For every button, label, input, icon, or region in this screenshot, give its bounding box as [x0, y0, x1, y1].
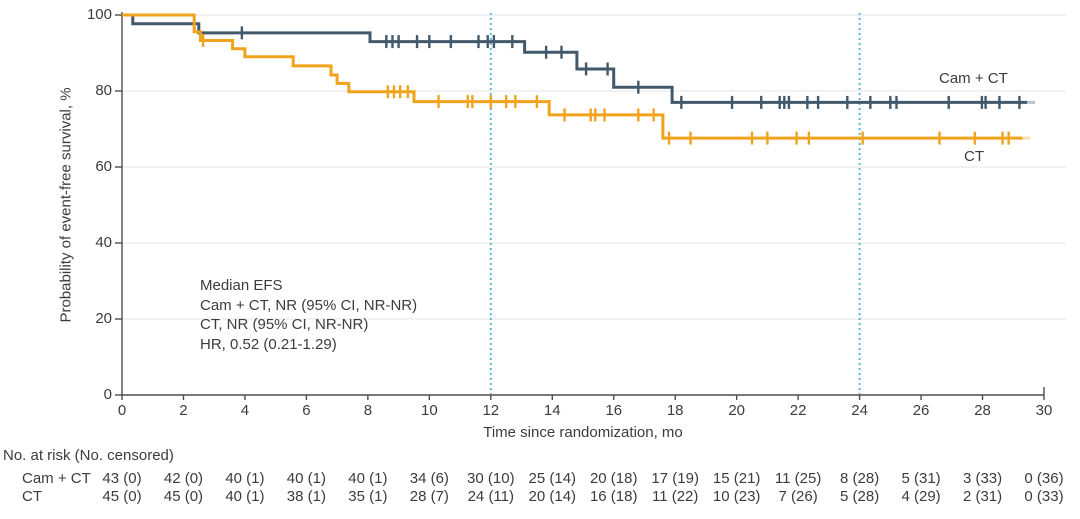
x-tick-label-6: 6	[302, 402, 311, 419]
risk-cell-cam-ct-24mo: 8 (28)	[840, 470, 880, 487]
risk-cell-ct-16mo: 16 (18)	[589, 488, 638, 505]
risk-cell-ct-28mo: 2 (31)	[962, 488, 1003, 505]
axes-group	[115, 12, 1045, 400]
curve-label-ct: CT	[964, 148, 984, 165]
risk-cell-cam-ct-6mo: 40 (1)	[286, 470, 326, 487]
annotation-line-camct: Cam + CT, NR (95% CI, NR-NR)	[200, 296, 418, 314]
risk-cell-ct-10mo: 28 (7)	[409, 488, 449, 505]
risk-table-title: No. at risk (No. censored)	[3, 447, 174, 464]
x-tick-label-12: 12	[482, 402, 500, 419]
annotation-line-median-efs: Median EFS	[200, 277, 283, 294]
x-tick-label-20: 20	[728, 402, 745, 419]
x-tick-label-28: 28	[974, 402, 991, 419]
risk-cell-cam-ct-22mo: 11 (25)	[774, 470, 822, 487]
risk-cell-cam-ct-20mo: 15 (21)	[712, 470, 761, 487]
x-tick-label-0: 0	[117, 402, 127, 419]
risk-cell-cam-ct-12mo: 30 (10)	[467, 470, 515, 487]
survival-curves-group	[122, 13, 1036, 145]
risk-cell-cam-ct-10mo: 34 (6)	[409, 470, 449, 487]
x-tick-label-24: 24	[851, 402, 868, 419]
risk-cell-cam-ct-2mo: 42 (0)	[163, 470, 204, 487]
risk-cell-ct-0mo: 45 (0)	[102, 488, 142, 505]
y-tick-label-60: 60	[95, 158, 112, 175]
km-curve-cam-ct	[122, 13, 1028, 104]
risk-cell-cam-ct-30mo: 0 (36)	[1024, 470, 1064, 487]
x-tick-label-30: 30	[1035, 402, 1053, 419]
risk-cell-ct-4mo: 40 (1)	[225, 488, 265, 505]
risk-cell-ct-26mo: 4 (29)	[901, 488, 941, 505]
y-tick-label-40: 40	[95, 234, 112, 251]
x-tick-label-18: 18	[666, 402, 684, 419]
risk-row-label-ct: CT	[22, 488, 42, 505]
risk-cell-cam-ct-28mo: 3 (33)	[962, 470, 1003, 487]
risk-cell-ct-30mo: 0 (33)	[1024, 488, 1064, 505]
y-tick-label-80: 80	[95, 82, 112, 99]
risk-cell-cam-ct-26mo: 5 (31)	[901, 470, 941, 487]
x-axis-title: Time since randomization, mo	[483, 424, 683, 441]
x-tick-label-22: 22	[789, 402, 807, 419]
risk-cell-cam-ct-0mo: 43 (0)	[102, 470, 142, 487]
km-curve-ct	[122, 13, 1023, 140]
median-efs-annotation: Median EFS Cam + CT, NR (95% CI, NR-NR) …	[200, 276, 417, 354]
gridlines-group	[122, 14, 1066, 320]
risk-cell-cam-ct-18mo: 17 (19)	[651, 470, 699, 487]
x-tick-label-26: 26	[912, 402, 930, 419]
risk-cell-ct-24mo: 5 (28)	[840, 488, 880, 505]
y-tick-label-100: 100	[86, 6, 112, 23]
risk-cell-ct-22mo: 7 (26)	[778, 488, 818, 505]
annotation-line-hr: HR, 0.52 (0.21-1.29)	[200, 335, 337, 353]
risk-cell-cam-ct-14mo: 25 (14)	[528, 470, 577, 487]
x-tick-label-10: 10	[420, 402, 438, 419]
risk-cell-ct-14mo: 20 (14)	[528, 488, 577, 505]
reference-lines-group	[489, 13, 861, 394]
risk-cell-cam-ct-16mo: 20 (18)	[589, 470, 638, 487]
curve-label-cam-ct: Cam + CT	[939, 70, 1008, 87]
y-tick-label-0: 0	[103, 386, 112, 403]
x-tick-label-14: 14	[543, 402, 561, 419]
x-tick-label-16: 16	[605, 402, 623, 419]
risk-cell-ct-2mo: 45 (0)	[163, 488, 204, 505]
risk-row-label-cam-ct: Cam + CT	[22, 470, 91, 487]
x-tick-label-4: 4	[240, 402, 250, 419]
y-axis-title: Probability of event-free survival, %	[57, 87, 75, 323]
risk-cell-ct-20mo: 10 (23)	[712, 488, 761, 505]
x-tick-label-8: 8	[363, 402, 373, 419]
risk-cell-cam-ct-4mo: 40 (1)	[225, 470, 265, 487]
risk-cell-ct-18mo: 11 (22)	[651, 488, 699, 505]
annotation-line-ct: CT, NR (95% CI, NR-NR)	[200, 316, 369, 333]
risk-cell-cam-ct-8mo: 40 (1)	[348, 470, 388, 487]
y-tick-label-20: 20	[95, 310, 112, 327]
risk-cell-ct-8mo: 35 (1)	[348, 488, 388, 505]
risk-cell-ct-12mo: 24 (11)	[467, 488, 515, 505]
risk-cell-ct-6mo: 38 (1)	[286, 488, 326, 505]
x-tick-label-2: 2	[179, 402, 188, 419]
